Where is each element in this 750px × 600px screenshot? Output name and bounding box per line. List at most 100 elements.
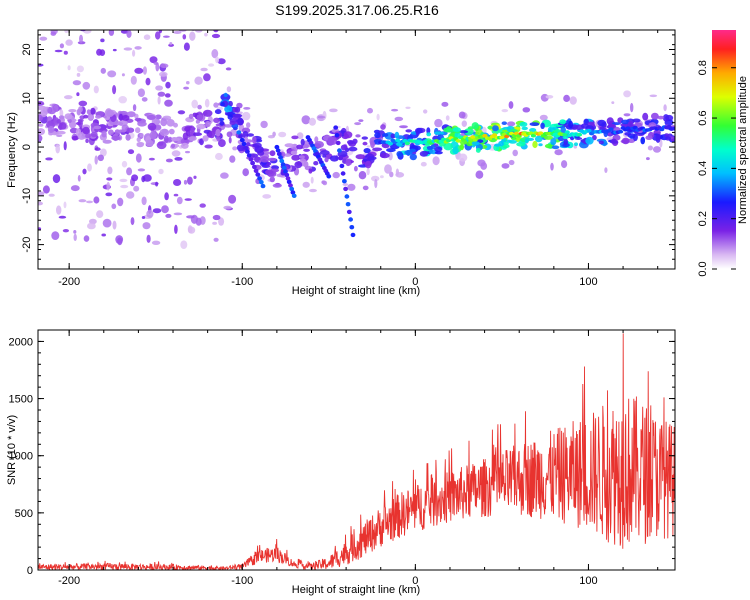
streak-blob <box>333 125 339 130</box>
ridge-blob <box>559 119 566 125</box>
ridge-blob <box>296 144 303 150</box>
spectrogram-ytick-label: -10 <box>21 188 33 204</box>
noise-blob <box>188 226 196 234</box>
noise-blob <box>135 153 142 163</box>
ridge-blob <box>117 129 127 133</box>
streak-blob <box>280 162 286 167</box>
noise-blob <box>508 159 515 166</box>
noise-blob <box>55 144 60 154</box>
noise-blob <box>309 188 317 193</box>
noise-blob <box>121 73 125 77</box>
ridge-core-blob <box>387 141 393 146</box>
ridge-blob <box>166 119 175 127</box>
noise-blob <box>145 77 151 86</box>
ridge-blob <box>394 131 400 139</box>
noise-blob <box>301 115 311 125</box>
ridge-blob <box>459 145 464 150</box>
noise-blob <box>83 6 88 9</box>
streak-blob <box>345 202 351 207</box>
ridge-blob <box>550 137 557 146</box>
streak-blob <box>290 190 296 195</box>
ridge-blob <box>327 137 338 145</box>
ridge-blob <box>543 135 553 140</box>
ridge-blob <box>492 125 499 132</box>
ridge-blob <box>534 135 543 143</box>
noise-blob <box>174 224 178 234</box>
ridge-blob <box>121 115 130 121</box>
streak-blob <box>289 186 295 192</box>
noise-blob <box>146 18 150 24</box>
noise-blob <box>118 96 127 104</box>
noise-blob <box>106 181 110 191</box>
ridge-blob <box>199 138 204 146</box>
noise-blob <box>569 96 577 105</box>
streak-blob <box>258 180 264 185</box>
noise-blob <box>220 20 225 27</box>
noise-blob <box>278 131 287 138</box>
noise-blob <box>88 15 92 23</box>
noise-blob <box>158 30 163 34</box>
ridge-blob <box>568 120 574 129</box>
ridge-blob <box>386 148 396 153</box>
noise-blob <box>134 67 144 74</box>
noise-blob <box>151 240 161 245</box>
noise-blob <box>218 139 226 148</box>
ridge-blob <box>82 126 90 135</box>
noise-blob <box>50 9 58 18</box>
ridge-blob <box>475 147 481 153</box>
noise-blob <box>215 152 223 161</box>
noise-blob <box>228 194 237 204</box>
ridge-blob <box>361 136 368 140</box>
noise-blob <box>100 148 107 157</box>
figure-title: S199.2025.317.06.25.R16 <box>275 2 439 18</box>
ridge-core-blob <box>504 134 510 139</box>
noise-blob <box>53 24 57 27</box>
noise-blob <box>173 31 182 34</box>
noise-blob <box>87 222 96 230</box>
ridge-blob <box>58 122 67 130</box>
ridge-blob <box>563 138 568 146</box>
noise-blob <box>74 23 83 28</box>
snr-frame <box>37 329 676 571</box>
streak-blob <box>275 148 281 153</box>
ridge-blob <box>598 140 604 145</box>
noise-blob <box>545 95 554 99</box>
noise-blob <box>102 218 112 228</box>
ridge-blob <box>202 135 209 142</box>
noise-blob <box>563 94 570 102</box>
noise-blob <box>362 185 369 191</box>
ridge-blob <box>38 128 45 136</box>
ridge-blob <box>290 150 298 156</box>
noise-blob <box>148 23 153 26</box>
noise-blob <box>174 157 183 161</box>
noise-blob <box>329 108 338 113</box>
ridge-blob <box>68 109 77 113</box>
ridge-blob <box>246 133 254 137</box>
ridge-core-blob <box>492 133 498 137</box>
streak-blob <box>243 145 249 150</box>
ridge-blob <box>205 120 211 128</box>
noise-blob <box>604 167 608 174</box>
ridge-blob <box>185 129 190 137</box>
ridge-blob <box>562 135 569 140</box>
ridge-blob <box>67 118 72 124</box>
noise-blob <box>64 30 69 34</box>
noise-blob <box>308 117 316 126</box>
noise-blob <box>522 107 531 113</box>
noise-blob <box>376 113 380 121</box>
spectrogram-xtick-label: 0 <box>412 276 418 288</box>
ridge-blob <box>405 129 413 133</box>
ridge-blob <box>597 119 607 127</box>
noise-blob <box>659 139 663 148</box>
noise-blob <box>158 168 164 175</box>
snr-ytick-label: 500 <box>15 508 33 520</box>
ridge-blob <box>370 140 375 149</box>
ridge-blob <box>145 139 154 147</box>
ridge-core-blob <box>671 126 675 131</box>
noise-blob <box>63 50 68 55</box>
noise-blob <box>232 146 238 151</box>
noise-blob <box>107 70 117 78</box>
noise-blob <box>374 178 378 189</box>
snr-xtick-label: -200 <box>58 575 80 587</box>
